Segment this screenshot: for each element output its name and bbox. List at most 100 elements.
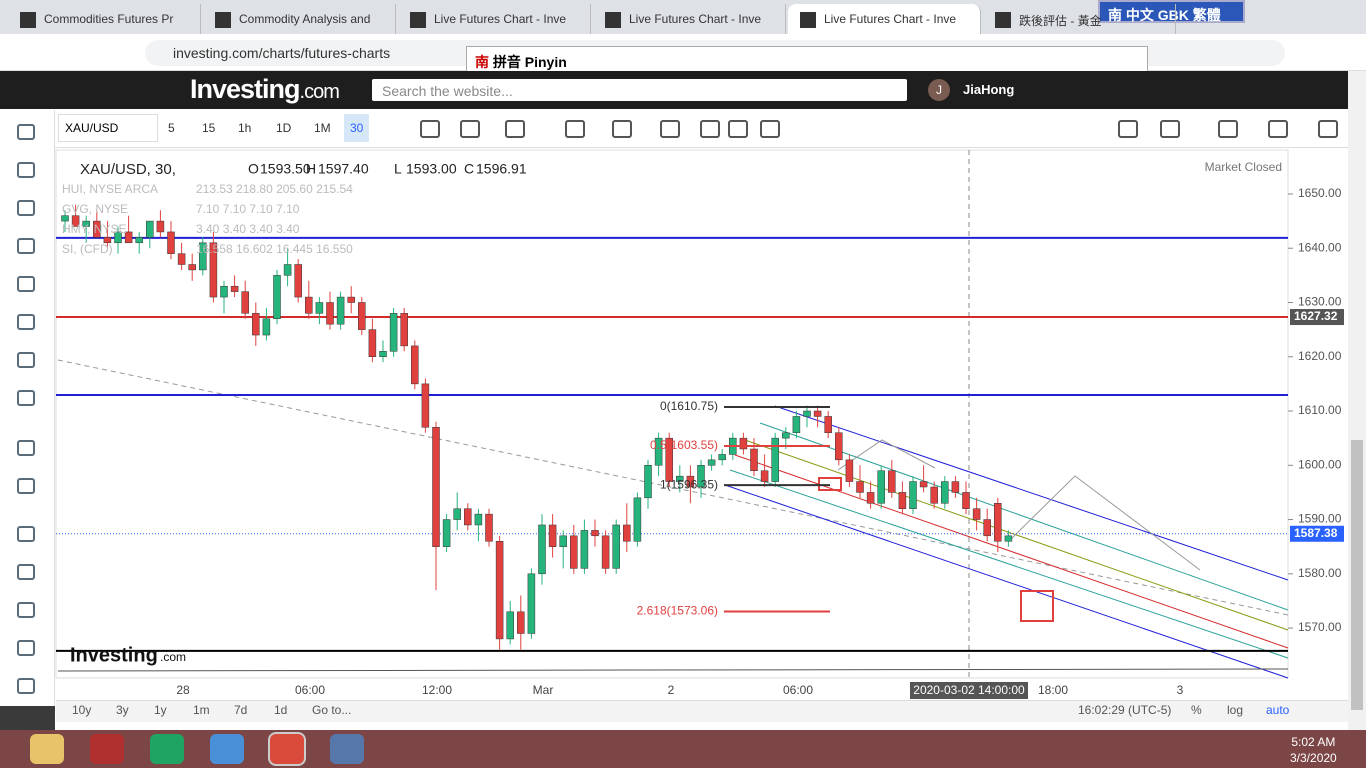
toolbar-icon[interactable]	[1118, 120, 1138, 138]
candle-body	[1004, 535, 1013, 542]
toolbar-icon[interactable]	[700, 120, 720, 138]
tab[interactable]: Live Futures Chart - Inve	[593, 4, 786, 34]
candle-body	[400, 313, 408, 347]
range-button[interactable]: 1m	[193, 703, 210, 717]
y-tick-label: 1640.00	[1298, 240, 1342, 254]
tool-icon[interactable]	[17, 200, 35, 216]
tool-icon[interactable]	[17, 276, 35, 292]
candle-body	[559, 535, 567, 547]
range-button[interactable]: 10y	[72, 703, 91, 717]
tool-icon[interactable]	[17, 124, 35, 140]
tool-icon[interactable]	[17, 162, 35, 178]
range-button[interactable]: 1d	[274, 703, 287, 717]
toolbar-icon[interactable]	[1318, 120, 1338, 138]
tool-icon[interactable]	[17, 440, 35, 456]
interval-button[interactable]: 1D	[276, 121, 292, 135]
range-button[interactable]: 1y	[154, 703, 167, 717]
tool-icon[interactable]	[17, 678, 35, 694]
x-tick-label: 12:00	[422, 683, 452, 697]
tool-icon[interactable]	[17, 564, 35, 580]
pitchfork-line	[734, 454, 1289, 649]
candle-body	[877, 470, 885, 504]
search-box[interactable]: Search the website...	[372, 79, 907, 101]
logo-suffix: .com	[299, 81, 340, 103]
tool-icon[interactable]	[17, 526, 35, 542]
candle-body	[654, 437, 663, 466]
toolbar-icon[interactable]	[565, 120, 585, 138]
logo[interactable]: Investing.com	[190, 74, 340, 105]
toolbar-icon[interactable]	[420, 120, 440, 138]
candle-body	[146, 220, 154, 238]
ime-bar[interactable]: 南 中文 GBK 繁體	[1098, 0, 1245, 23]
scale-option[interactable]: auto	[1266, 703, 1290, 717]
tool-icon[interactable]	[17, 602, 35, 618]
toolbar-icon[interactable]	[760, 120, 780, 138]
scale-option[interactable]: log	[1227, 703, 1243, 717]
toolbar-icon[interactable]	[612, 120, 632, 138]
candle-body	[739, 437, 748, 450]
candle-body	[930, 486, 938, 504]
price-label-box	[1290, 525, 1344, 542]
toolbar-icon[interactable]	[1268, 120, 1288, 138]
candle-body	[707, 459, 716, 466]
taskbar-icon[interactable]	[330, 734, 364, 764]
study-values: 213.53 218.80 205.60 215.54	[196, 182, 353, 196]
ohlc-value: O	[248, 161, 259, 177]
interval-button[interactable]: 5	[168, 121, 175, 135]
candle-body	[103, 237, 112, 244]
sidebar-toggle[interactable]	[0, 706, 55, 730]
tab[interactable]: Live Futures Chart - Inve	[398, 4, 591, 34]
tool-icon[interactable]	[17, 390, 35, 406]
candle-body	[580, 530, 589, 569]
taskbar-icon[interactable]	[30, 734, 64, 764]
toolbar-icon[interactable]	[728, 120, 748, 138]
candle-body	[177, 253, 186, 265]
toolbar-icon[interactable]	[1218, 120, 1238, 138]
scroll-thumb[interactable]	[1351, 440, 1363, 710]
candle-body	[114, 231, 122, 244]
tab[interactable]: Commodity Analysis and	[203, 4, 396, 34]
toolbar-icon[interactable]	[505, 120, 525, 138]
base-line	[57, 668, 1289, 672]
candle-body	[676, 475, 684, 482]
tool-icon[interactable]	[17, 238, 35, 254]
user-avatar[interactable]: J	[928, 79, 950, 101]
chart-toolbar	[0, 110, 1348, 148]
taskbar-icon[interactable]	[210, 734, 244, 764]
candle-body	[792, 416, 801, 433]
range-button[interactable]: 7d	[234, 703, 247, 717]
candle-body	[972, 508, 981, 520]
tab[interactable]: Commodities Futures Pr	[8, 4, 201, 34]
toolbar-icon[interactable]	[1160, 120, 1180, 138]
toolbar-icon[interactable]	[660, 120, 680, 138]
interval-button[interactable]: 15	[202, 121, 216, 135]
watermark-suffix: .com	[160, 650, 186, 664]
candle-body	[220, 285, 228, 298]
tool-icon[interactable]	[17, 352, 35, 368]
tab-icon	[605, 12, 621, 28]
ohlc-value: 1593.50	[260, 161, 311, 177]
tab-icon	[215, 12, 231, 28]
toolbar-icon[interactable]	[460, 120, 480, 138]
symbol-input[interactable]: XAU/USD	[58, 114, 158, 142]
interval-button[interactable]: 1M	[314, 121, 331, 135]
tool-icon[interactable]	[17, 640, 35, 656]
tab[interactable]: 跌後評估 - 黃金	[983, 4, 1176, 34]
candle-body	[305, 296, 313, 314]
range-button[interactable]: 3y	[116, 703, 129, 717]
candle-body	[866, 492, 875, 504]
tool-icon[interactable]	[17, 314, 35, 330]
interval-button[interactable]: 1h	[238, 121, 252, 135]
candle-body	[411, 345, 419, 385]
tab[interactable]: Live Futures Chart - Inve	[788, 4, 981, 34]
candle-body	[315, 302, 324, 314]
interval-button[interactable]: 30	[344, 114, 370, 142]
scale-option[interactable]: %	[1191, 703, 1202, 717]
tool-icon[interactable]	[17, 478, 35, 494]
taskbar-icon[interactable]	[90, 734, 124, 764]
user-name[interactable]: JiaHong	[963, 82, 1015, 97]
candle-body	[994, 503, 1002, 542]
taskbar-icon[interactable]	[150, 734, 184, 764]
taskbar-icon[interactable]	[268, 732, 306, 766]
range-button[interactable]: Go to...	[312, 703, 351, 717]
